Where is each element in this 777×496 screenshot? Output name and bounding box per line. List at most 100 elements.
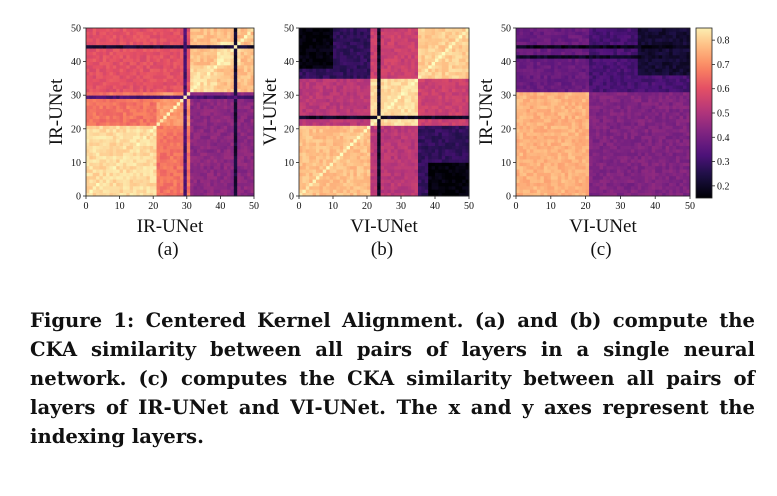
- heatmap-cell: [116, 58, 120, 62]
- heatmap-cell: [438, 101, 443, 106]
- heatmap-cell: [302, 172, 307, 177]
- heatmap-cell: [213, 38, 218, 42]
- heatmap-cell: [299, 95, 303, 99]
- heatmap-cell: [193, 64, 198, 69]
- heatmap-cell: [367, 31, 371, 36]
- heatmap-cell: [414, 135, 419, 140]
- heatmap-cell: [217, 41, 221, 46]
- heatmap-cell: [346, 159, 351, 163]
- heatmap-cell: [92, 108, 97, 113]
- heatmap-cell: [213, 145, 218, 150]
- heatmap-cell: [102, 85, 107, 89]
- heatmap-cell: [343, 28, 347, 32]
- heatmap-cell: [153, 172, 157, 177]
- heatmap-cell: [339, 148, 344, 153]
- heatmap-cell: [356, 51, 361, 56]
- heatmap-cell: [346, 75, 351, 79]
- heatmap-cell: [173, 38, 178, 42]
- heatmap-cell: [99, 179, 104, 183]
- heatmap-cell: [339, 41, 344, 46]
- heatmap-cell: [421, 172, 426, 177]
- heatmap-cell: [363, 31, 368, 36]
- heatmap-cell: [411, 28, 415, 32]
- heatmap-cell: [445, 95, 449, 99]
- heatmap-cell: [367, 38, 371, 42]
- heatmap-cell: [119, 78, 124, 83]
- heatmap-cell: [119, 101, 124, 106]
- heatmap-cell: [380, 71, 385, 76]
- heatmap-cell: [102, 61, 107, 66]
- heatmap-cells: [86, 28, 255, 197]
- heatmap-cell: [166, 38, 171, 42]
- heatmap-cell: [343, 115, 347, 120]
- heatmap-cell: [206, 58, 211, 62]
- heatmap-cell: [92, 135, 97, 140]
- heatmap-cell: [240, 148, 245, 153]
- heatmap-cell: [163, 108, 168, 113]
- heatmap-cell: [109, 152, 114, 157]
- heatmap-cell: [136, 142, 141, 146]
- heatmap-cell: [106, 28, 110, 32]
- heatmap-cell: [353, 85, 358, 89]
- heatmap-cell: [387, 41, 392, 46]
- heatmap-cell: [455, 128, 460, 133]
- heatmap-cell: [126, 78, 131, 83]
- heatmap-cell: [233, 122, 238, 126]
- heatmap-cell: [163, 169, 168, 173]
- heatmap-cell: [401, 68, 405, 73]
- heatmap-cell: [428, 159, 432, 163]
- heatmap-cell: [196, 128, 201, 133]
- heatmap-cell: [401, 189, 405, 194]
- heatmap-cell: [452, 145, 456, 150]
- heatmap-cell: [384, 159, 388, 163]
- heatmap-cell: [390, 34, 395, 39]
- heatmap-cell: [435, 172, 439, 177]
- heatmap-cell: [196, 138, 201, 143]
- heatmap-cell: [166, 128, 171, 133]
- heatmap-cell: [445, 165, 449, 170]
- heatmap-cell: [143, 78, 147, 83]
- heatmap-cell: [122, 145, 127, 150]
- heatmap-cell: [336, 122, 341, 126]
- heatmap-cell: [143, 132, 147, 136]
- heatmap-cell: [462, 61, 466, 66]
- heatmap-cell: [106, 38, 110, 42]
- heatmap-cell: [377, 51, 381, 56]
- heatmap-cell: [455, 118, 460, 123]
- heatmap-cell: [119, 155, 124, 160]
- heatmap-cell: [240, 165, 245, 170]
- heatmap-cell: [220, 142, 225, 146]
- heatmap-cell: [302, 132, 307, 136]
- heatmap-cell: [149, 58, 154, 62]
- heatmap-cell: [159, 81, 164, 86]
- heatmap-cell: [367, 48, 371, 52]
- heatmap-cell: [112, 128, 117, 133]
- heatmap-cell: [146, 179, 151, 183]
- heatmap-cell: [183, 192, 188, 197]
- heatmap-cell: [170, 31, 174, 36]
- heatmap-cell: [404, 165, 409, 170]
- heatmap-cell: [387, 48, 392, 52]
- heatmap-cell: [126, 159, 131, 163]
- heatmap-cell: [106, 98, 110, 103]
- heatmap-cell: [106, 91, 110, 96]
- heatmap-cell: [312, 155, 317, 160]
- heatmap-cell: [455, 189, 460, 194]
- heatmap-cell: [373, 165, 378, 170]
- heatmap-cell: [139, 135, 144, 140]
- heatmap-cell: [394, 128, 398, 133]
- heatmap-cell: [227, 172, 231, 177]
- heatmap-cell: [96, 71, 100, 76]
- heatmap-cell: [243, 135, 248, 140]
- heatmap-cell: [452, 172, 456, 177]
- heatmap-cell: [217, 175, 221, 180]
- heatmap-cell: [401, 152, 405, 157]
- heatmap-cell: [122, 165, 127, 170]
- heatmap-cell: [346, 112, 351, 116]
- heatmap-cell: [136, 28, 141, 32]
- heatmap-cell: [438, 132, 443, 136]
- heatmap-cell: [394, 71, 398, 76]
- heatmap-cell: [126, 179, 131, 183]
- heatmap-cell: [346, 125, 351, 130]
- heatmap-cell: [210, 105, 215, 110]
